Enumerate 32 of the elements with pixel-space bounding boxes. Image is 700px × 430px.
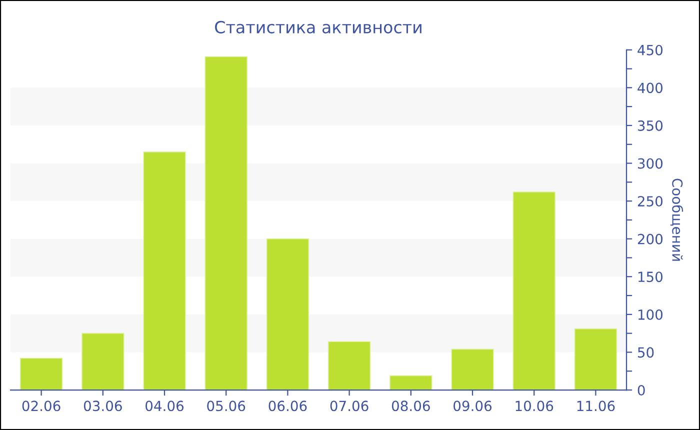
bar <box>328 341 371 390</box>
y-tick-label: 200 <box>638 234 663 244</box>
y-tick-label: 350 <box>638 120 663 131</box>
bar <box>512 192 556 390</box>
x-tick-label: 09.06 <box>454 400 492 412</box>
x-tick-label: 08.06 <box>392 400 430 412</box>
bar <box>390 375 432 390</box>
bar <box>20 358 63 390</box>
x-tick-label: 04.06 <box>146 400 184 412</box>
chart-title: Статистика активности <box>215 20 422 34</box>
x-tick-label: 10.06 <box>516 400 554 412</box>
y-tick-label: 400 <box>638 82 663 94</box>
y-tick-label: 150 <box>638 272 663 282</box>
y-tick-label: 0 <box>638 384 645 396</box>
y-tick-label: 100 <box>638 309 663 320</box>
bar <box>266 238 310 390</box>
bar <box>82 332 124 390</box>
bar <box>204 56 248 390</box>
y-tick-label: 300 <box>638 158 663 169</box>
x-tick-label: 11.06 <box>577 400 615 412</box>
y-tick-label: 50 <box>638 347 654 358</box>
x-tick-label: 03.06 <box>84 400 122 412</box>
bar <box>451 348 494 390</box>
y-axis-title: Сообщений <box>670 178 684 261</box>
x-tick-label: 02.06 <box>22 400 60 412</box>
x-tick-label: 07.06 <box>330 400 368 412</box>
x-tick-label: 05.06 <box>207 400 246 412</box>
x-tick-label: 06.06 <box>268 400 307 412</box>
bar <box>574 328 618 390</box>
y-tick-label: 450 <box>638 44 663 56</box>
bar <box>143 152 186 390</box>
y-tick-label: 250 <box>638 196 663 207</box>
